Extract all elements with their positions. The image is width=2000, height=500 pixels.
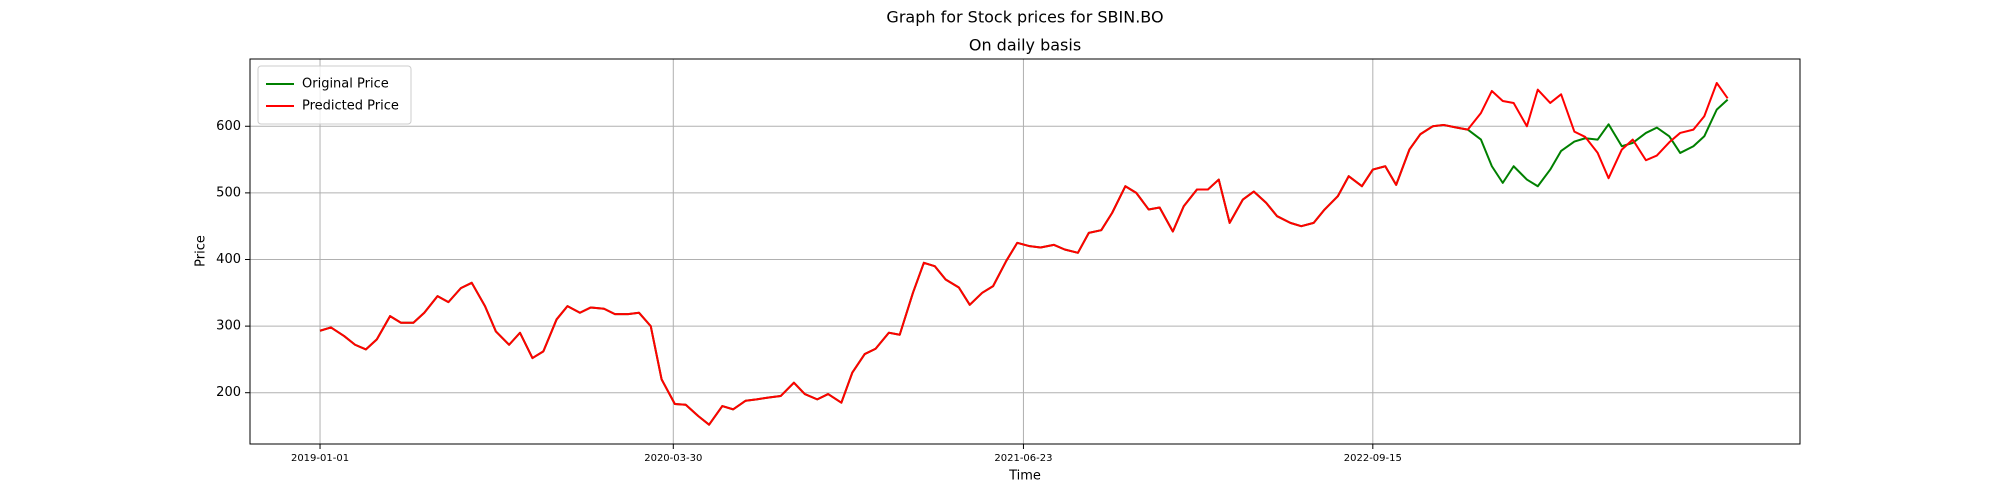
y-tick-label: 300 bbox=[216, 319, 241, 334]
legend-label: Predicted Price bbox=[302, 99, 399, 114]
y-tick-label: 600 bbox=[216, 119, 241, 134]
y-tick-label: 500 bbox=[216, 185, 241, 200]
x-tick-label: 2022-09-15 bbox=[1344, 453, 1402, 464]
x-tick-label: 2019-01-01 bbox=[291, 453, 349, 464]
y-tick-label: 200 bbox=[216, 385, 241, 400]
price-line bbox=[319, 81, 1729, 426]
chart-subtitle: On daily basis bbox=[969, 36, 1081, 55]
legend-label: Original Price bbox=[302, 77, 389, 92]
x-tick-label: 2021-06-23 bbox=[994, 453, 1052, 464]
x-axis-label: Time bbox=[1008, 469, 1041, 484]
x-tick-label: 2020-03-30 bbox=[644, 453, 702, 464]
legend-box bbox=[257, 65, 412, 125]
y-axis-label: Price bbox=[194, 235, 209, 267]
plot-frame bbox=[249, 58, 1801, 445]
y-tick-label: 400 bbox=[216, 252, 241, 267]
chart-title: Graph for Stock prices for SBIN.BO bbox=[886, 8, 1163, 27]
